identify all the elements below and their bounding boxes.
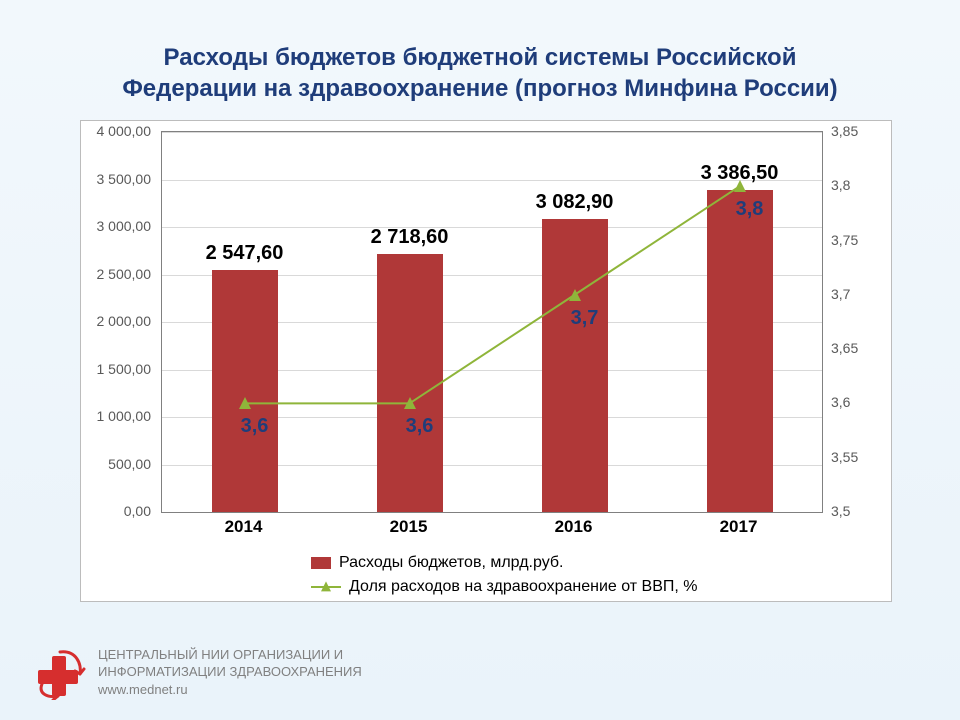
y-left-tick-label: 2 500,00: [97, 266, 152, 282]
y-right-tick-label: 3,8: [831, 177, 850, 193]
title-line-1: Расходы бюджетов бюджетной системы Росси…: [164, 44, 797, 71]
legend-bar-swatch: [311, 557, 331, 569]
y-right-tick-label: 3,5: [831, 503, 850, 519]
x-axis: 2014 2015 2016 2017: [161, 515, 821, 545]
bar: [212, 270, 278, 512]
y-right-tick-label: 3,6: [831, 394, 850, 410]
line-marker-triangle-icon: [569, 289, 581, 301]
y-axis-right: 3,53,553,63,653,73,753,83,85: [825, 131, 885, 511]
y-left-tick-label: 4 000,00: [97, 123, 152, 139]
bar-data-label: 2 547,60: [206, 242, 284, 265]
y-axis-left: 0,00500,001 000,001 500,002 000,002 500,…: [81, 131, 157, 511]
org-logo-icon: [30, 644, 86, 700]
bar: [707, 190, 773, 512]
y-left-tick-label: 1 000,00: [97, 408, 152, 424]
line-data-label: 3,8: [736, 198, 764, 221]
line-marker-triangle-icon: [404, 397, 416, 409]
legend-bar-row: Расходы бюджетов, млрд.руб.: [311, 551, 698, 575]
bar-data-label: 2 718,60: [371, 226, 449, 249]
y-left-tick-label: 2 000,00: [97, 313, 152, 329]
legend-line-swatch: [311, 581, 341, 593]
footer-text: ЦЕНТРАЛЬНЫЙ НИИ ОРГАНИЗАЦИИ И ИНФОРМАТИЗ…: [98, 646, 362, 699]
y-left-tick-label: 3 000,00: [97, 218, 152, 234]
y-left-tick-label: 500,00: [108, 456, 151, 472]
footer-org-line-2: ИНФОРМАТИЗАЦИИ ЗДРАВООХРАНЕНИЯ: [98, 663, 362, 681]
y-right-tick-label: 3,85: [831, 123, 858, 139]
legend-line-label: Доля расходов на здравоохранение от ВВП,…: [349, 578, 698, 596]
bar: [542, 219, 608, 512]
slide: Расходы бюджетов бюджетной системы Росси…: [0, 0, 960, 720]
legend: Расходы бюджетов, млрд.руб. Доля расходо…: [311, 551, 698, 599]
plot-area: 2 547,60 2 718,60 3 082,90 3 386,50 3,6 3,6 3…: [161, 131, 823, 513]
bar-data-label: 3 082,90: [536, 191, 614, 214]
bar-data-label: 3 386,50: [701, 162, 779, 185]
y-left-tick-label: 0,00: [124, 503, 151, 519]
y-right-tick-label: 3,65: [831, 340, 858, 356]
legend-line-row: Доля расходов на здравоохранение от ВВП,…: [311, 575, 698, 599]
y-left-tick-label: 1 500,00: [97, 361, 152, 377]
x-tick-label: 2017: [720, 517, 758, 537]
footer-url: www.mednet.ru: [98, 681, 362, 699]
title-line-2: Федерации на здравоохранение (прогноз Ми…: [122, 75, 837, 102]
bar: [377, 254, 443, 512]
x-tick-label: 2014: [225, 517, 263, 537]
line-data-label: 3,7: [571, 307, 599, 330]
y-right-tick-label: 3,55: [831, 449, 858, 465]
footer-org-line-1: ЦЕНТРАЛЬНЫЙ НИИ ОРГАНИЗАЦИИ И: [98, 646, 362, 664]
line-marker-triangle-icon: [239, 397, 251, 409]
line-data-label: 3,6: [241, 415, 269, 438]
chart-frame: 0,00 500,00 1 000,00 1 500,00 2 000,00 2 500,…: [80, 120, 892, 602]
x-tick-label: 2016: [555, 517, 593, 537]
legend-bar-label: Расходы бюджетов, млрд.руб.: [339, 554, 564, 572]
x-tick-label: 2015: [390, 517, 428, 537]
footer: ЦЕНТРАЛЬНЫЙ НИИ ОРГАНИЗАЦИИ И ИНФОРМАТИЗ…: [30, 644, 362, 700]
y-right-tick-label: 3,7: [831, 286, 850, 302]
y-right-tick-label: 3,75: [831, 232, 858, 248]
line-data-label: 3,6: [406, 415, 434, 438]
chart-title: Расходы бюджетов бюджетной системы Росси…: [0, 42, 960, 104]
grid-line: [162, 132, 822, 133]
y-left-tick-label: 3 500,00: [97, 171, 152, 187]
